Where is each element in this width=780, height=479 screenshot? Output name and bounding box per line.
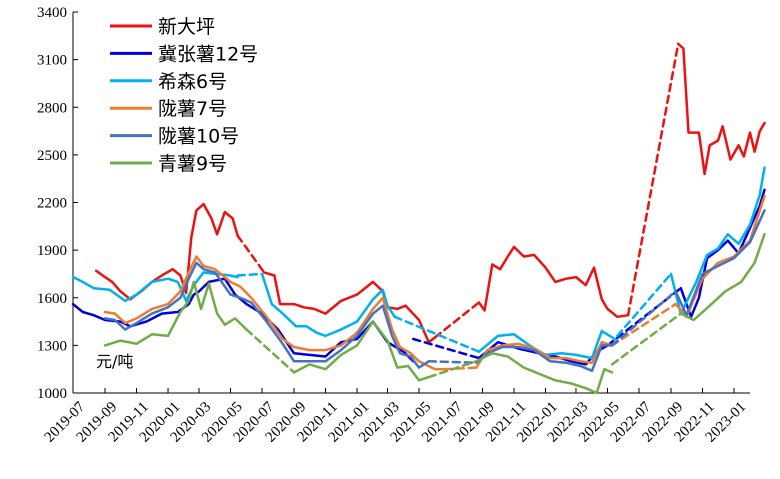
series-2	[71, 188, 766, 366]
y-tick-label: 2500	[37, 148, 67, 164]
y-tick-label: 2800	[37, 100, 67, 116]
series-1-dashed-line	[626, 42, 680, 317]
series-layer	[71, 42, 766, 395]
series-3-solid-line	[477, 329, 619, 360]
series-3-dashed-line	[236, 272, 264, 277]
legend-label: 陇薯10号	[158, 126, 239, 148]
series-3	[71, 166, 766, 360]
y-tick-label: 1000	[37, 386, 67, 402]
axes: 1000130016001900220025002800310034002019…	[37, 5, 750, 446]
series-6-dashed-line	[610, 312, 683, 366]
series-1	[94, 42, 766, 344]
series-1-solid-line	[676, 42, 766, 176]
series-1-solid-line	[94, 202, 239, 301]
y-tick-label: 1900	[37, 243, 67, 259]
legend-label: 希森6号	[158, 71, 227, 93]
series-4-solid-line	[475, 340, 614, 369]
legend-label: 陇薯7号	[158, 98, 227, 120]
y-tick-label: 3400	[37, 5, 67, 21]
series-4	[103, 194, 766, 371]
series-3-solid-line	[260, 272, 396, 338]
unit-label: 元/吨	[96, 352, 133, 371]
series-3-solid-line	[669, 166, 766, 315]
series-5-dashed-line	[427, 360, 478, 365]
series-5-dashed-line	[610, 290, 677, 347]
series-6-solid-line	[103, 280, 248, 347]
series-2-dashed-line	[412, 337, 481, 360]
series-6-solid-line	[679, 233, 766, 322]
series-5-solid-line	[103, 261, 431, 369]
series-6-solid-line	[292, 320, 431, 382]
series-4-dashed-line	[443, 366, 478, 371]
series-5-solid-line	[475, 344, 614, 373]
series-1-dashed-line	[236, 234, 266, 274]
legend-label: 冀张薯12号	[158, 43, 258, 65]
series-5	[103, 209, 766, 373]
y-tick-label: 1600	[37, 291, 67, 307]
legend-label: 青薯9号	[158, 153, 227, 175]
series-1-solid-line	[477, 245, 630, 319]
series-3-dashed-line	[393, 315, 481, 353]
series-6-dashed-line	[427, 360, 478, 379]
y-tick-label: 3100	[37, 53, 67, 69]
series-2-solid-line	[679, 188, 766, 319]
series-6	[103, 233, 766, 395]
y-tick-label: 1300	[37, 338, 67, 354]
series-6-dashed-line	[245, 328, 296, 374]
series-6-solid-line	[475, 352, 614, 395]
series-3-solid-line	[71, 271, 239, 303]
series-1-solid-line	[262, 271, 437, 344]
y-tick-label: 2200	[37, 196, 67, 212]
series-4-solid-line	[103, 255, 447, 371]
series-1-dashed-line	[433, 301, 481, 339]
series-4-dashed-line	[610, 302, 677, 347]
series-3-dashed-line	[616, 272, 673, 338]
legend-label: 新大坪	[158, 16, 215, 38]
